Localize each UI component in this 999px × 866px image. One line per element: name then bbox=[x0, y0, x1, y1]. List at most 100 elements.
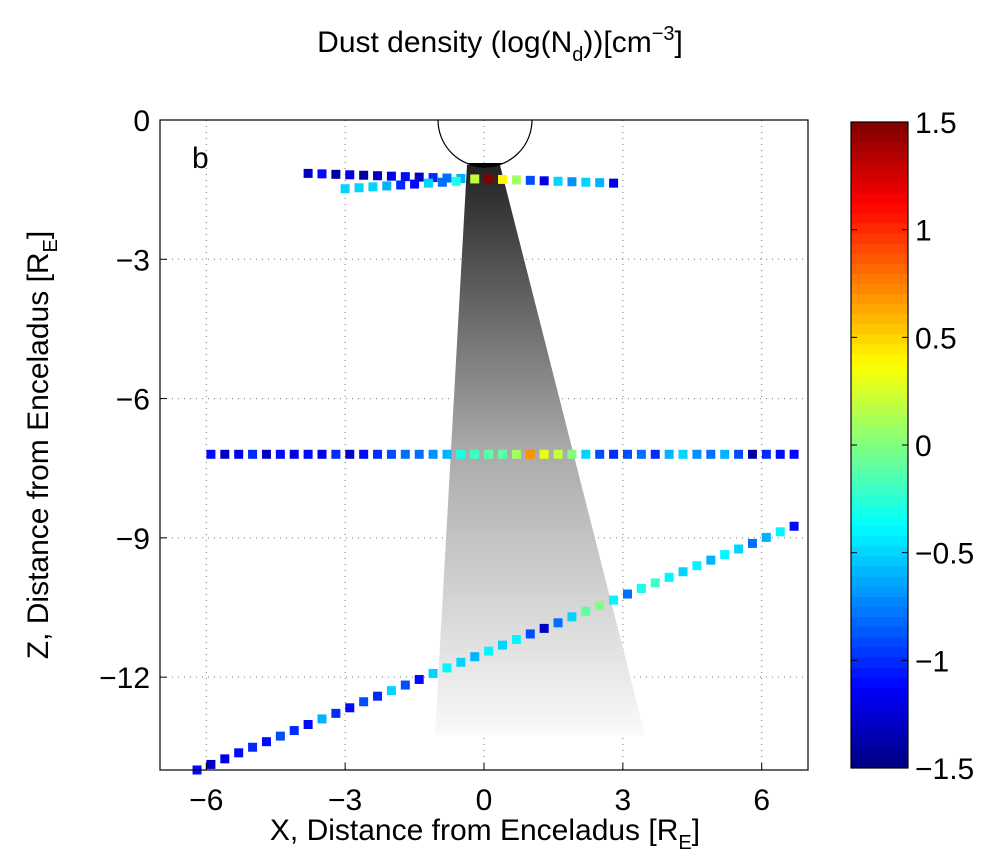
colorbar-segment bbox=[851, 717, 908, 729]
colorbar-segment bbox=[851, 525, 908, 537]
point bbox=[595, 178, 605, 188]
colorbar-segment bbox=[851, 646, 908, 658]
point bbox=[581, 177, 591, 187]
point bbox=[386, 686, 396, 696]
colorbar-segment bbox=[851, 727, 908, 739]
point bbox=[442, 449, 452, 459]
point bbox=[525, 629, 535, 639]
point bbox=[359, 697, 369, 707]
colorbar-segment bbox=[851, 202, 908, 214]
y-tick-label: −6 bbox=[116, 384, 150, 417]
point bbox=[664, 572, 674, 582]
point bbox=[567, 612, 577, 622]
point bbox=[595, 449, 605, 459]
point bbox=[437, 177, 447, 187]
colorbar: 1.5 1 0.5 0 −0.5 −1 −1.5 bbox=[850, 107, 974, 786]
point bbox=[456, 657, 466, 667]
colorbar-segment bbox=[851, 344, 908, 355]
point bbox=[410, 179, 420, 189]
colorbar-segment bbox=[851, 677, 908, 688]
point bbox=[525, 449, 535, 459]
colorbar-segment bbox=[851, 323, 908, 335]
colorbar-segment bbox=[851, 354, 908, 365]
colorbar-segment bbox=[851, 303, 908, 315]
point bbox=[595, 601, 605, 611]
point bbox=[373, 691, 383, 701]
colorbar-tick-label: −1 bbox=[915, 645, 949, 678]
colorbar-segment bbox=[851, 475, 908, 486]
colorbar-segment bbox=[851, 384, 908, 396]
colorbar-segment bbox=[851, 293, 908, 305]
colorbar-segment bbox=[851, 162, 908, 173]
colorbar-segment bbox=[851, 364, 908, 375]
colorbar-segment bbox=[851, 616, 908, 628]
point bbox=[706, 449, 716, 459]
colorbar-segment bbox=[851, 273, 908, 284]
colorbar-segment bbox=[851, 424, 908, 436]
point bbox=[261, 737, 271, 747]
point bbox=[345, 449, 355, 459]
point bbox=[317, 169, 327, 179]
point bbox=[456, 174, 466, 183]
colorbar-segment bbox=[851, 465, 908, 476]
y-tick-label: −9 bbox=[116, 523, 150, 556]
colorbar-segment bbox=[851, 626, 908, 638]
colorbar-segment bbox=[851, 243, 908, 254]
colorbar-segment bbox=[851, 333, 908, 345]
point bbox=[498, 449, 508, 459]
points bbox=[192, 168, 799, 775]
point bbox=[359, 449, 369, 459]
colorbar-segment bbox=[851, 586, 908, 597]
point bbox=[720, 550, 730, 560]
colorbar-segment bbox=[851, 747, 908, 759]
point bbox=[261, 449, 271, 459]
panel-label: b bbox=[192, 142, 209, 175]
point bbox=[664, 449, 674, 459]
colorbar-tick-label: 0 bbox=[915, 430, 932, 463]
point bbox=[581, 606, 591, 616]
point bbox=[428, 449, 438, 459]
point bbox=[331, 708, 341, 718]
point bbox=[275, 449, 285, 459]
colorbar-segment bbox=[851, 576, 908, 587]
point bbox=[539, 449, 549, 459]
point bbox=[220, 449, 230, 459]
point bbox=[511, 175, 521, 185]
point bbox=[400, 449, 410, 459]
point bbox=[359, 170, 369, 180]
y-tick-label: −12 bbox=[99, 662, 150, 695]
y-tick-label: 0 bbox=[133, 105, 150, 138]
point bbox=[511, 635, 521, 645]
point bbox=[470, 652, 480, 662]
point bbox=[636, 583, 646, 593]
colorbar-segment bbox=[851, 535, 908, 547]
point bbox=[442, 173, 452, 183]
point bbox=[775, 527, 785, 537]
colorbar-segment bbox=[851, 253, 908, 264]
point bbox=[553, 449, 563, 459]
point bbox=[303, 449, 313, 459]
colorbar-segment bbox=[851, 505, 908, 517]
colorbar-segment bbox=[851, 606, 908, 618]
point bbox=[678, 449, 688, 459]
point bbox=[414, 449, 424, 459]
point bbox=[553, 618, 563, 628]
point bbox=[484, 646, 494, 656]
colorbar-segment bbox=[851, 556, 908, 567]
point bbox=[789, 521, 799, 531]
x-axis-label: X, Distance from Enceladus [RE] bbox=[270, 814, 700, 854]
colorbar-segment bbox=[851, 485, 908, 496]
point bbox=[428, 173, 438, 183]
colorbar-segment bbox=[851, 182, 908, 194]
colorbar-segment bbox=[851, 697, 908, 708]
point bbox=[373, 449, 383, 459]
point bbox=[692, 561, 702, 571]
colorbar-segment bbox=[851, 545, 908, 557]
colorbar-segment bbox=[851, 404, 908, 416]
colorbar-segment bbox=[851, 142, 908, 153]
point bbox=[275, 731, 285, 741]
point bbox=[289, 726, 299, 736]
point bbox=[650, 578, 660, 588]
point bbox=[734, 544, 744, 554]
point bbox=[345, 703, 355, 713]
